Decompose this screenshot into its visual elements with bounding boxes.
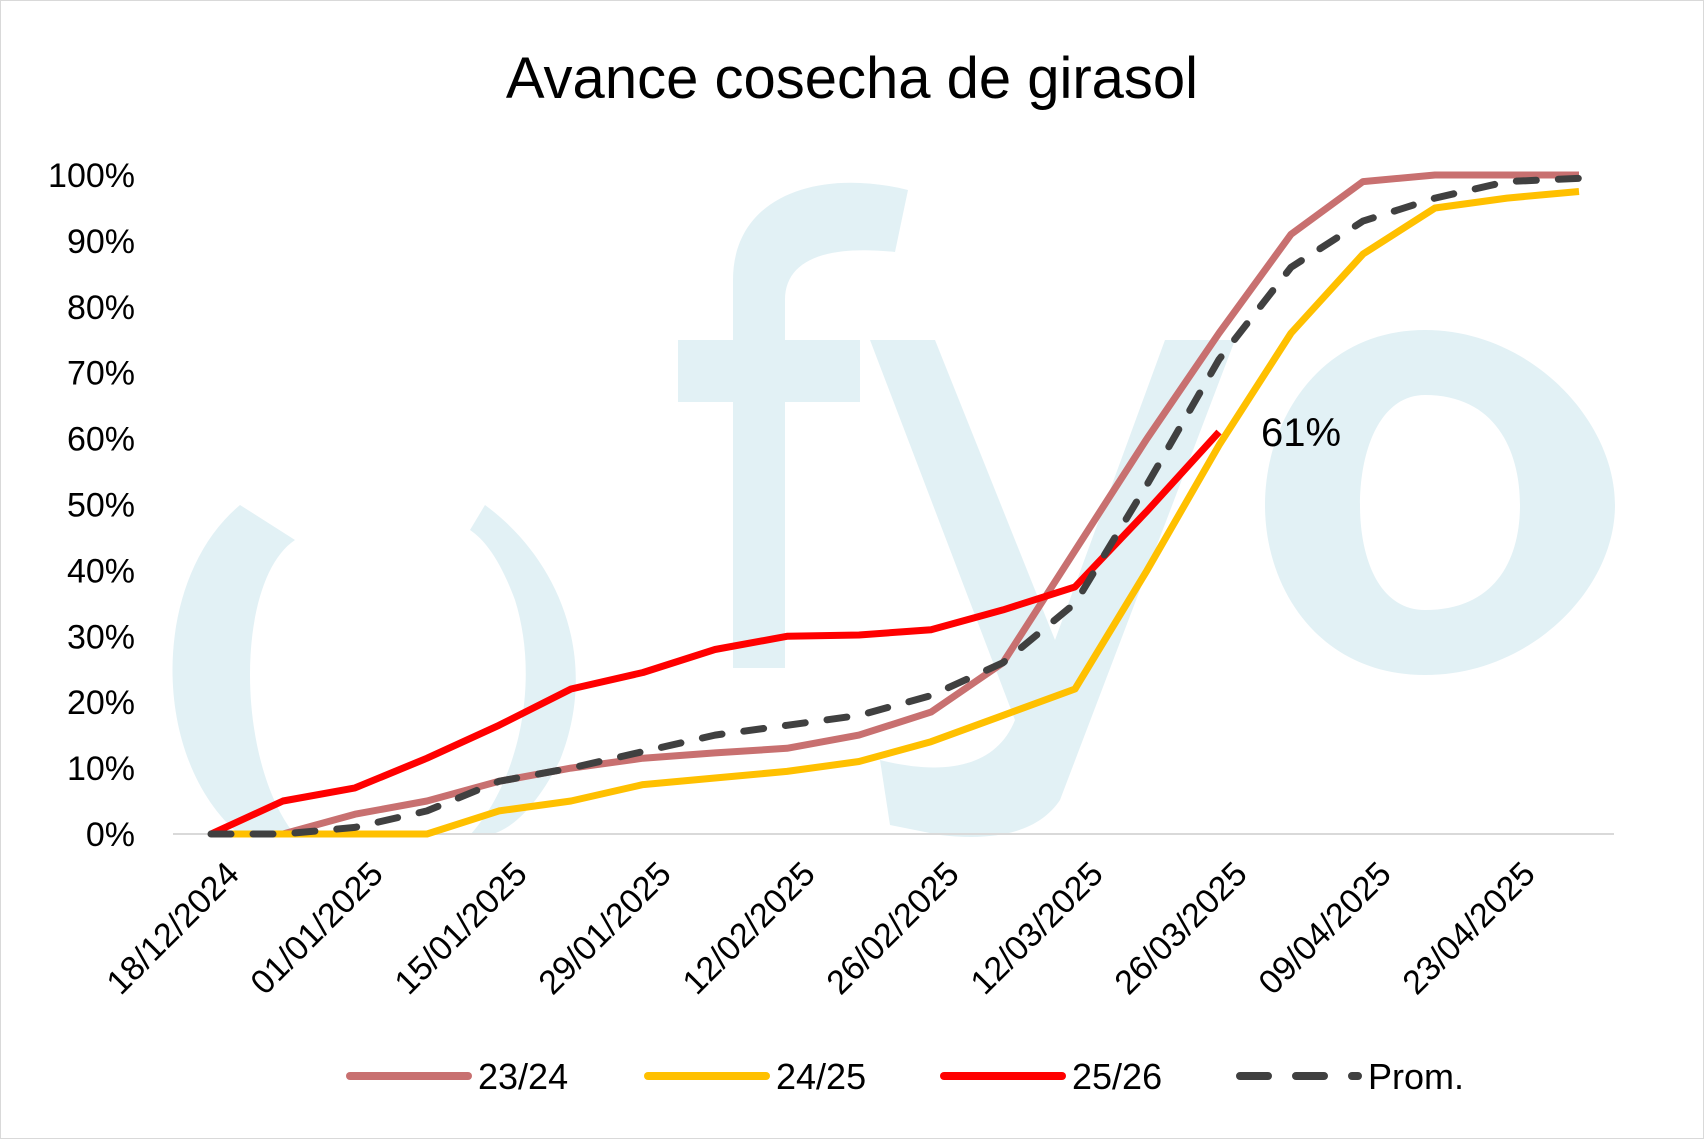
legend-item-25-26: 25/26 — [940, 1056, 1162, 1097]
series-line-Prom — [207, 174, 1583, 838]
legend-item-24-25: 24/25 — [644, 1056, 866, 1097]
legend-item-Prom: Prom. — [1236, 1056, 1464, 1097]
series-line-23-24 — [211, 171, 1579, 838]
y-tick-label: 100% — [48, 157, 135, 195]
series-lines — [207, 171, 1583, 838]
watermark-logo — [172, 182, 1615, 837]
y-tick-label: 10% — [67, 750, 135, 788]
x-tick-label: 12/03/2025 — [963, 855, 1110, 1002]
data-label-61: 61% — [1261, 411, 1341, 455]
legend-label: 23/24 — [478, 1056, 568, 1097]
x-tick-label: 26/02/2025 — [819, 855, 966, 1002]
series-line-24-25 — [211, 188, 1580, 838]
legend-label: Prom. — [1368, 1056, 1464, 1097]
legend: 23/24 24/25 25/26 Prom. — [346, 1056, 1464, 1097]
series-line-25-26 — [209, 429, 1222, 838]
legend-item-23-24: 23/24 — [346, 1056, 568, 1097]
chart-title: Avance cosecha de girasol — [506, 46, 1198, 111]
x-tick-label: 09/04/2025 — [1251, 855, 1398, 1002]
y-tick-label: 70% — [67, 355, 135, 393]
y-tick-label: 50% — [67, 487, 135, 525]
x-tick-label: 26/03/2025 — [1107, 855, 1254, 1002]
y-axis: 0% 10% 20% 30% 40% 50% 60% 70% 80% 90% 100% — [48, 157, 135, 854]
x-tick-label: 23/04/2025 — [1395, 855, 1542, 1002]
y-tick-label: 90% — [67, 223, 135, 261]
annotations: 61% — [1261, 411, 1341, 455]
legend-label: 24/25 — [776, 1056, 866, 1097]
y-tick-label: 40% — [67, 552, 135, 590]
y-tick-label: 0% — [86, 816, 135, 854]
x-tick-label: 18/12/2024 — [99, 855, 246, 1002]
legend-label: 25/26 — [1072, 1056, 1162, 1097]
x-tick-label: 29/01/2025 — [531, 855, 678, 1002]
x-tick-label: 01/01/2025 — [243, 855, 390, 1002]
y-tick-label: 20% — [67, 684, 135, 722]
y-tick-label: 80% — [67, 289, 135, 327]
y-tick-label: 30% — [67, 618, 135, 656]
y-tick-label: 60% — [67, 421, 135, 459]
x-tick-label: 15/01/2025 — [387, 855, 534, 1002]
x-tick-label: 12/02/2025 — [675, 855, 822, 1002]
x-axis: 18/12/202401/01/202515/01/202529/01/2025… — [99, 833, 1614, 1002]
